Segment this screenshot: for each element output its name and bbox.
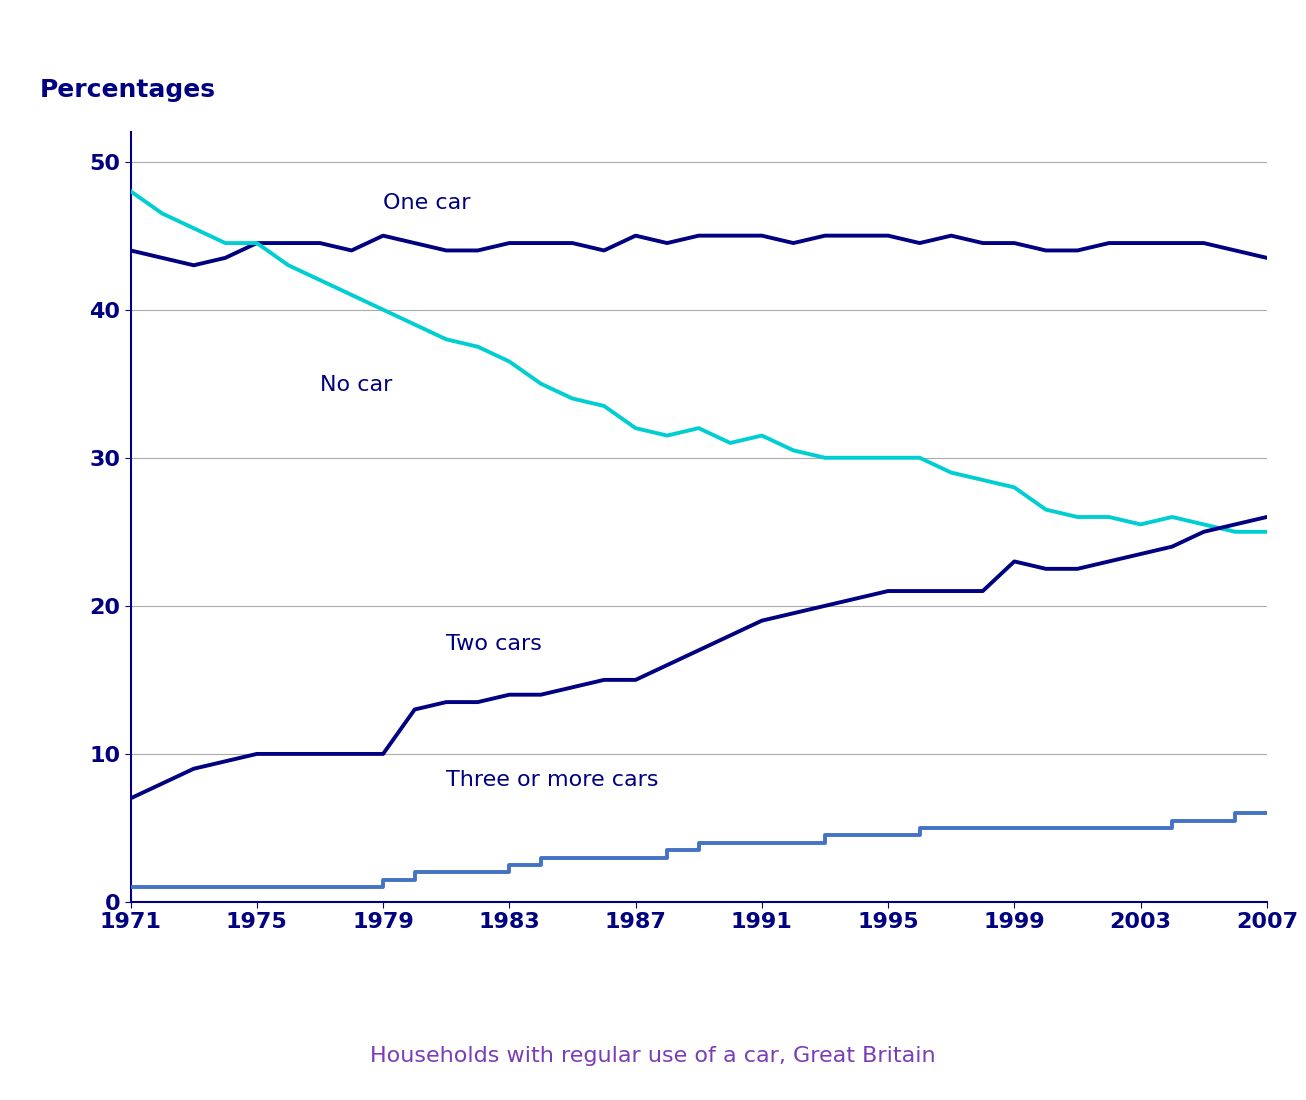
- Text: One car: One car: [383, 192, 470, 213]
- Text: Percentages: Percentages: [39, 78, 215, 102]
- Text: No car: No car: [320, 375, 392, 395]
- Text: Households with regular use of a car, Great Britain: Households with regular use of a car, Gr…: [370, 1046, 936, 1066]
- Text: Three or more cars: Three or more cars: [447, 770, 658, 791]
- Text: Two cars: Two cars: [447, 635, 542, 654]
